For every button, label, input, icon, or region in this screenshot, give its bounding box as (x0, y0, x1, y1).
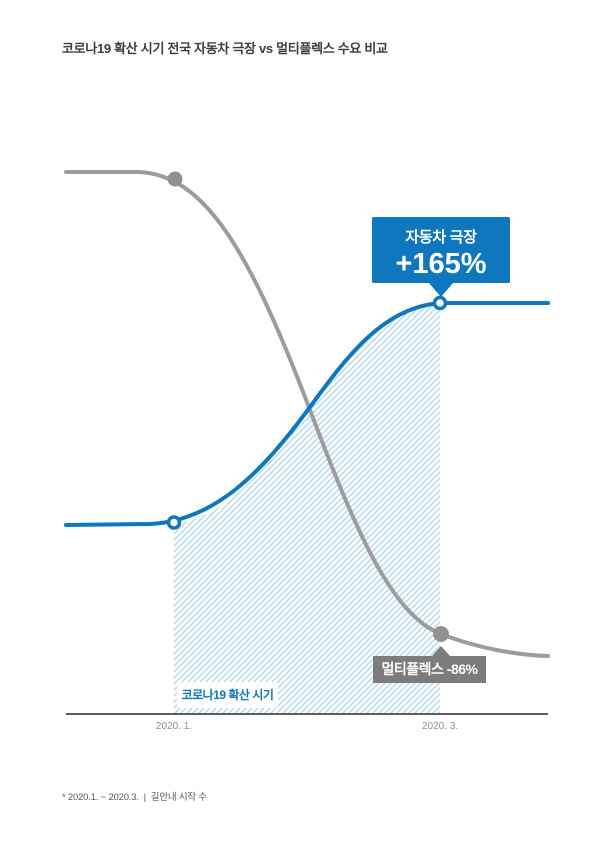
x-tick-2020-1: 2020. 1. (155, 721, 193, 732)
footnote: * 2020.1. ~ 2020.3. | 길안내 시작 수 (62, 792, 207, 803)
covid-hatch-area (174, 303, 440, 714)
drive-in-callout: 자동차 극장 +165% (372, 217, 510, 297)
drive-in-start-marker (166, 515, 182, 530)
covid-period-label: 코로나19 확산 시기 (177, 682, 278, 708)
drive-in-callout-label: 자동차 극장 (405, 229, 477, 246)
drive-in-line (64, 301, 550, 527)
multiplex-start-marker (167, 171, 183, 187)
multiplex-end-marker (433, 626, 449, 642)
drive-in-end-marker (432, 295, 448, 311)
chart-title: 코로나19 확산 시기 전국 자동차 극장 vs 멀티플렉스 수요 비교 (62, 41, 388, 56)
multiplex-badge: 멀티플렉스 -86% (373, 646, 486, 683)
multiplex-line (64, 170, 550, 658)
drive-in-callout-value: +165% (395, 248, 487, 280)
x-tick-2020-3: 2020. 3. (421, 721, 459, 732)
